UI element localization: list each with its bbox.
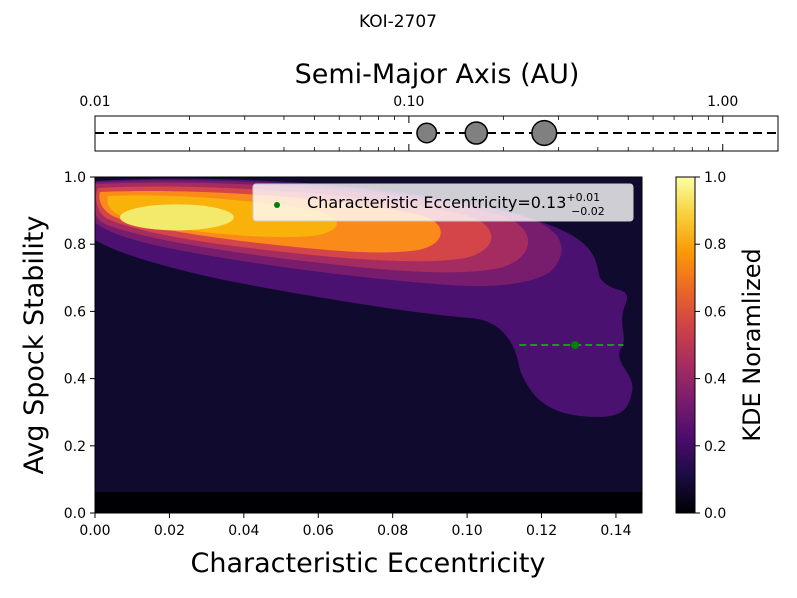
kde-x-tick-label: 0.12 [526,523,557,539]
planet-marker [464,121,489,145]
figure-title: KOI-2707 [359,12,437,32]
kde-peak [119,204,234,231]
kde-xaxis: 0.00 0.02 0.04 0.06 0.08 0.10 0.12 0.14 [79,513,632,539]
legend-label: Characteristic Eccentricity=0.13+0.01 −0.… [307,191,605,218]
legend: Characteristic Eccentricity=0.13+0.01 −0.… [252,183,634,222]
legend-label-main: Characteristic Eccentricity=0.13 [307,193,566,212]
kde-y-tick-label: 0.4 [64,372,86,388]
colorbar-tick-label: 1.0 [704,170,726,186]
kde-x-tick-label: 0.02 [154,523,185,539]
orbit-xlabel: Semi-Major Axis (AU) [295,59,580,90]
kde-y-tick-label: 0.0 [64,506,86,522]
orbit-panel: Semi-Major Axis (AU) 0.01 0.10 1.00 [79,59,779,152]
kde-x-tick-label: 0.08 [377,523,408,539]
colorbar-label: KDE Noramlized [738,248,766,442]
eccentricity-marker [571,341,580,349]
legend-box [252,183,634,222]
colorbar-axis: 0.0 0.2 0.4 0.6 0.8 1.0 [695,170,726,522]
kde-y-tick-label: 0.6 [64,304,86,320]
legend-sup: +0.01 [566,191,600,204]
colorbar-tick-label: 0.4 [704,372,726,388]
kde-y-tick-label: 0.2 [64,439,86,455]
kde-x-tick-label: 0.04 [228,523,259,539]
orbit-tick-label: 0.10 [393,94,424,110]
kde-frame [94,176,643,514]
kde-xlabel: Characteristic Eccentricity [191,548,546,579]
kde-panel: Characteristic Eccentricity=0.13+0.01 −0.… [19,170,643,579]
legend-marker [274,202,280,208]
orbit-tick-label: 1.00 [707,94,738,110]
colorbar-tick-label: 0.2 [704,439,726,455]
colorbar-tick-label: 0.8 [704,237,726,253]
kde-yaxis: 0.0 0.2 0.4 0.6 0.8 1.0 [64,170,95,522]
orbit-frame [94,115,779,152]
legend-sub: −0.02 [571,205,605,218]
kde-contours [95,177,642,513]
kde-y-tick-label: 0.8 [64,237,86,253]
colorbar-tick-label: 0.0 [704,506,726,522]
colorbar-gradient [675,176,696,514]
kde-y-tick-label: 1.0 [64,170,86,186]
orbit-xaxis: 0.01 0.10 1.00 [79,94,738,151]
kde-x-tick-label: 0.00 [79,523,110,539]
colorbar-tick-label: 0.6 [704,304,726,320]
colorbar: 0.0 0.2 0.4 0.6 0.8 1.0 KDE Noramlized [675,170,766,522]
kde-x-tick-label: 0.10 [452,523,483,539]
kde-x-tick-label: 0.06 [303,523,334,539]
kde-x-tick-label: 0.14 [600,523,631,539]
kde-ylabel: Avg Spock Stability [19,216,50,475]
planet-marker [531,119,558,147]
planet-markers [416,119,558,147]
orbit-tick-label: 0.01 [79,94,110,110]
kde-bottom-band [95,492,642,513]
planet-marker [416,122,438,144]
